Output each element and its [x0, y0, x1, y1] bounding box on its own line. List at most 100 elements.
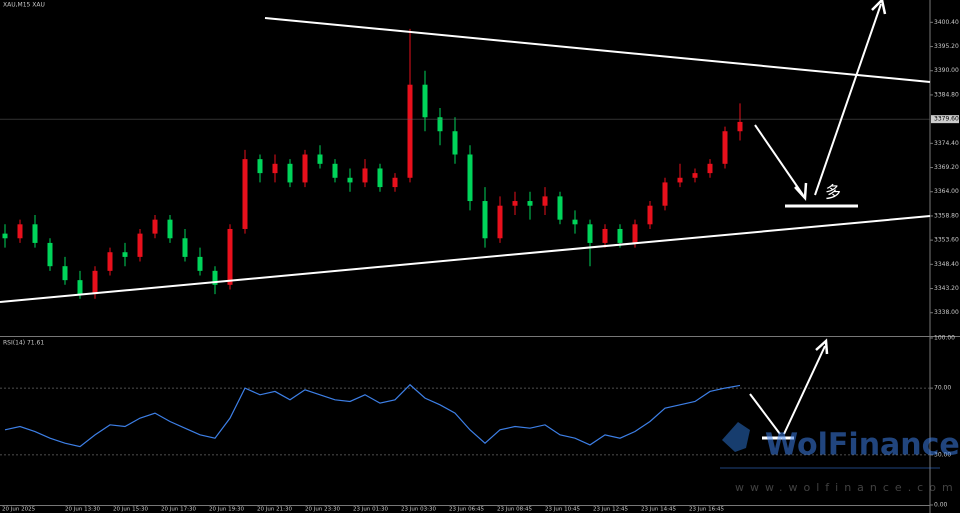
candle-body — [137, 233, 143, 257]
upper-trendline — [264, 17, 931, 83]
y-tick-label: 3369.20 — [934, 164, 959, 171]
candle-body — [482, 201, 488, 239]
candle-body — [707, 163, 713, 174]
x-tick-label: 23 Jun 08:45 — [497, 507, 532, 513]
candle-body — [32, 224, 38, 243]
rsi-title: RSI(14) 71.61 — [3, 340, 44, 347]
candle-body — [602, 228, 608, 243]
candle-body — [407, 84, 413, 178]
lower-trendline — [0, 215, 931, 303]
x-tick-label: 20 Jun 23:30 — [305, 507, 340, 513]
x-tick-label: 20 Jun 13:30 — [65, 507, 100, 513]
rsi-up-arrow — [783, 345, 826, 435]
watermark-logo — [722, 422, 750, 452]
candle-body — [47, 242, 53, 267]
candle-body — [467, 154, 473, 202]
candle-body — [572, 219, 578, 225]
y-tick-label: 70.00 — [934, 385, 951, 392]
up-arrow — [814, 3, 882, 196]
candle-body — [122, 252, 128, 257]
candle-body — [617, 228, 623, 243]
candle-body — [17, 224, 23, 239]
x-tick-label: 23 Jun 12:45 — [593, 507, 628, 513]
last-price-box — [931, 115, 959, 124]
candle-body — [347, 177, 353, 183]
candle-body — [2, 233, 8, 239]
x-tick-label: 20 Jun 15:30 — [113, 507, 148, 513]
candle-body — [182, 238, 188, 257]
candle-body — [497, 205, 503, 239]
last-price-label: 3379.60 — [934, 116, 959, 123]
y-tick-label: 3353.60 — [934, 237, 959, 244]
x-tick-label: 23 Jun 14:45 — [641, 507, 676, 513]
watermark: WolFinance www.wolfinance.com — [720, 422, 960, 494]
candle-body — [647, 205, 653, 225]
y-tick-label: 3384.80 — [934, 91, 959, 98]
y-tick-label: 30.00 — [934, 451, 951, 458]
candle-body — [77, 280, 83, 295]
candle-body — [587, 224, 593, 243]
candle-body — [212, 270, 218, 285]
candle-body — [62, 266, 68, 281]
x-tick-label: 23 Jun 06:45 — [449, 507, 484, 513]
candle-body — [527, 201, 533, 206]
candle-body — [677, 177, 683, 183]
y-tick-label: 3400.40 — [934, 19, 959, 26]
arrow-head — [815, 338, 829, 355]
candle-body — [242, 159, 248, 229]
candle-body — [92, 270, 98, 295]
rsi-line — [4, 383, 741, 448]
candle-body — [437, 117, 443, 132]
candle-body — [737, 121, 743, 132]
y-tick-label: 3364.00 — [934, 188, 959, 195]
y-tick-label: 3338.00 — [934, 309, 959, 316]
x-tick-label: 20 Jun 21:30 — [257, 507, 292, 513]
candle-body — [332, 163, 338, 178]
y-tick-label: 3348.40 — [934, 261, 959, 268]
down-arrow — [754, 124, 804, 196]
candle-body — [197, 256, 203, 271]
candle-body — [452, 131, 458, 155]
y-tick-label: 3358.80 — [934, 212, 959, 219]
y-tick-label: 3395.20 — [934, 43, 959, 50]
candle-body — [692, 173, 698, 178]
y-tick-label: 100.00 — [934, 335, 955, 342]
candle-body — [272, 163, 278, 174]
candle-body — [152, 219, 158, 234]
watermark-brand: WolFinance — [765, 428, 960, 463]
candle-body — [167, 219, 173, 239]
x-tick-label: 20 Jun 17:30 — [161, 507, 196, 513]
symbol-title: XAU,M15 XAU — [3, 2, 45, 9]
candle-body — [362, 168, 368, 183]
candle-body — [512, 201, 518, 206]
watermark-url: www.wolfinance.com — [735, 481, 959, 494]
x-tick-label: 23 Jun 01:30 — [353, 507, 388, 513]
arrow-head — [794, 182, 808, 202]
x-tick-label: 23 Jun 10:45 — [545, 507, 580, 513]
candle-body — [287, 163, 293, 183]
x-tick-label: 23 Jun 16:45 — [689, 507, 724, 513]
drawings — [0, 0, 931, 440]
candle-body — [722, 131, 728, 164]
candle-body — [662, 182, 668, 206]
candle-body — [557, 196, 563, 220]
rsi-down-arrow — [749, 393, 781, 435]
candle-body — [302, 154, 308, 183]
annotation: 多 — [825, 183, 841, 202]
x-tick-label: 23 Jun 03:30 — [401, 507, 436, 513]
candle-body — [257, 159, 263, 174]
y-tick-label: 0.00 — [934, 502, 948, 509]
x-tick-label: 20 Jun 2025 — [2, 507, 36, 513]
candle-body — [632, 224, 638, 243]
y-tick-label: 3374.40 — [934, 140, 959, 147]
candle-body — [317, 154, 323, 164]
candle-body — [392, 177, 398, 188]
candle-body — [542, 196, 548, 206]
candle-body — [422, 84, 428, 118]
x-tick-label: 20 Jun 19:30 — [209, 507, 244, 513]
candle-body — [227, 228, 233, 285]
candle-body — [377, 168, 383, 188]
y-tick-label: 3390.00 — [934, 67, 959, 74]
